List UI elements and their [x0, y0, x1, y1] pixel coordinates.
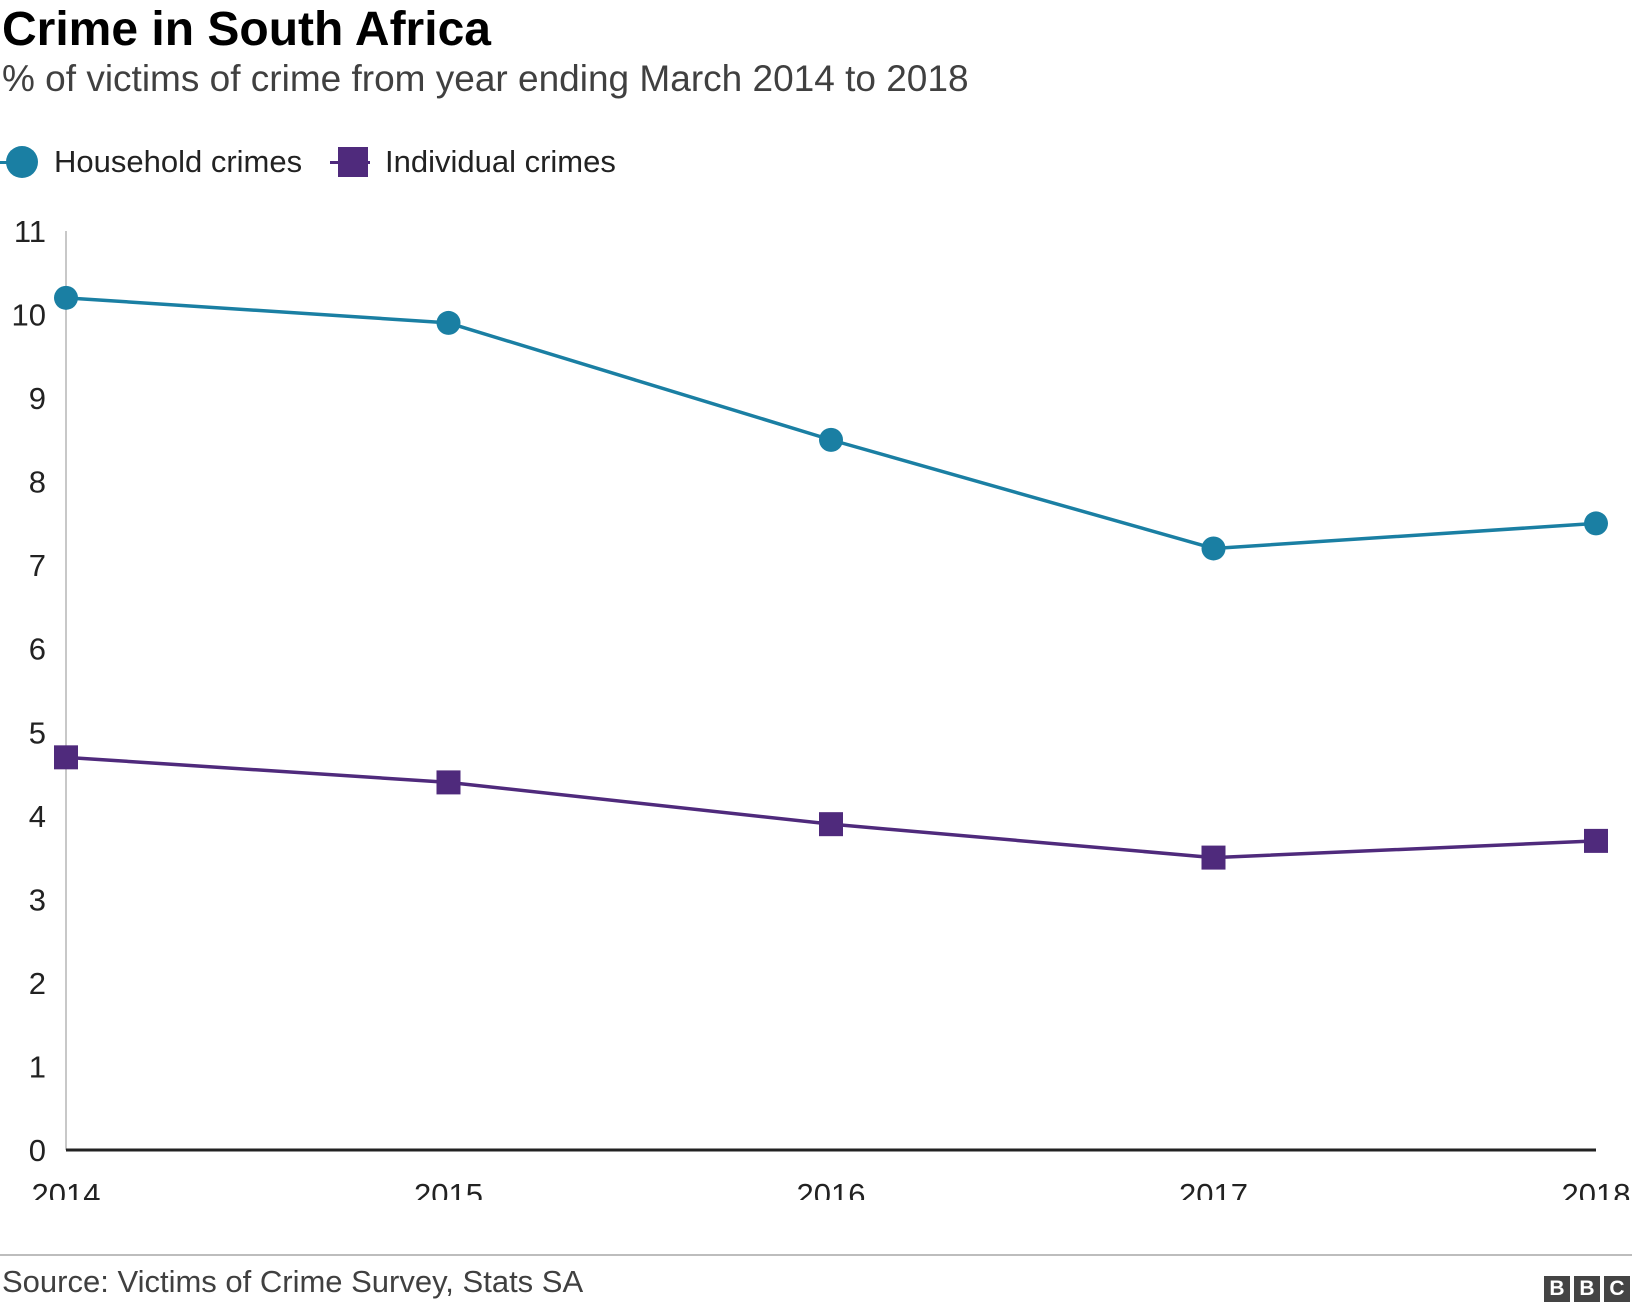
- x-tick-label: 2018: [1562, 1177, 1631, 1200]
- y-tick-label: 1: [29, 1049, 46, 1084]
- y-tick-label: 8: [29, 465, 46, 500]
- x-tick-label: 2014: [32, 1177, 101, 1200]
- data-point-household: [54, 285, 78, 310]
- legend-square-marker-icon: [338, 147, 368, 177]
- y-tick-label: 4: [29, 799, 46, 834]
- x-tick-label: 2016: [797, 1177, 866, 1200]
- data-point-individual: [54, 745, 78, 770]
- legend-item-individual: Individual crimes: [330, 140, 650, 184]
- y-tick-label: 11: [14, 214, 46, 249]
- y-tick-label: 9: [29, 381, 46, 416]
- footer-divider: [0, 1254, 1632, 1256]
- data-point-individual: [819, 812, 843, 837]
- series-line-individual: [65, 755, 1597, 860]
- chart-subtitle: % of victims of crime from year ending M…: [2, 58, 969, 99]
- legend-circle-marker-icon: [6, 146, 38, 178]
- bbc-logo-letter: C: [1604, 1276, 1630, 1302]
- bbc-logo-letter: B: [1574, 1276, 1600, 1302]
- x-tick-label: 2015: [414, 1177, 483, 1200]
- data-point-household: [1201, 536, 1226, 561]
- legend-label-household: Household crimes: [54, 144, 303, 179]
- y-tick-label: 10: [12, 298, 46, 333]
- x-tick-label: 2017: [1179, 1177, 1248, 1200]
- data-point-individual: [1584, 828, 1608, 853]
- data-point-household: [819, 427, 843, 452]
- y-tick-label: 5: [29, 715, 46, 750]
- y-tick-label: 7: [29, 548, 46, 583]
- chart-title: Crime in South Africa: [2, 3, 491, 56]
- source-note: Source: Victims of Crime Survey, Stats S…: [2, 1264, 584, 1299]
- data-point-household: [1584, 511, 1608, 536]
- data-point-individual: [1201, 845, 1226, 870]
- legend-label-individual: Individual crimes: [385, 144, 616, 179]
- bbc-logo-letter: B: [1544, 1276, 1570, 1302]
- y-tick-label: 3: [29, 882, 46, 917]
- y-tick-label: 2: [29, 966, 46, 1001]
- y-tick-label: 0: [29, 1133, 46, 1168]
- legend-item-household: Household crimes: [0, 140, 320, 184]
- data-point-individual: [436, 770, 461, 795]
- data-point-household: [436, 310, 461, 335]
- line-chart: 0 1 2 3 4 5 6 7 8 9 10 11 2014 2015 2016 2017 2018: [12, 214, 1631, 1200]
- series-line-household: [65, 296, 1597, 551]
- y-tick-label: 6: [29, 632, 46, 667]
